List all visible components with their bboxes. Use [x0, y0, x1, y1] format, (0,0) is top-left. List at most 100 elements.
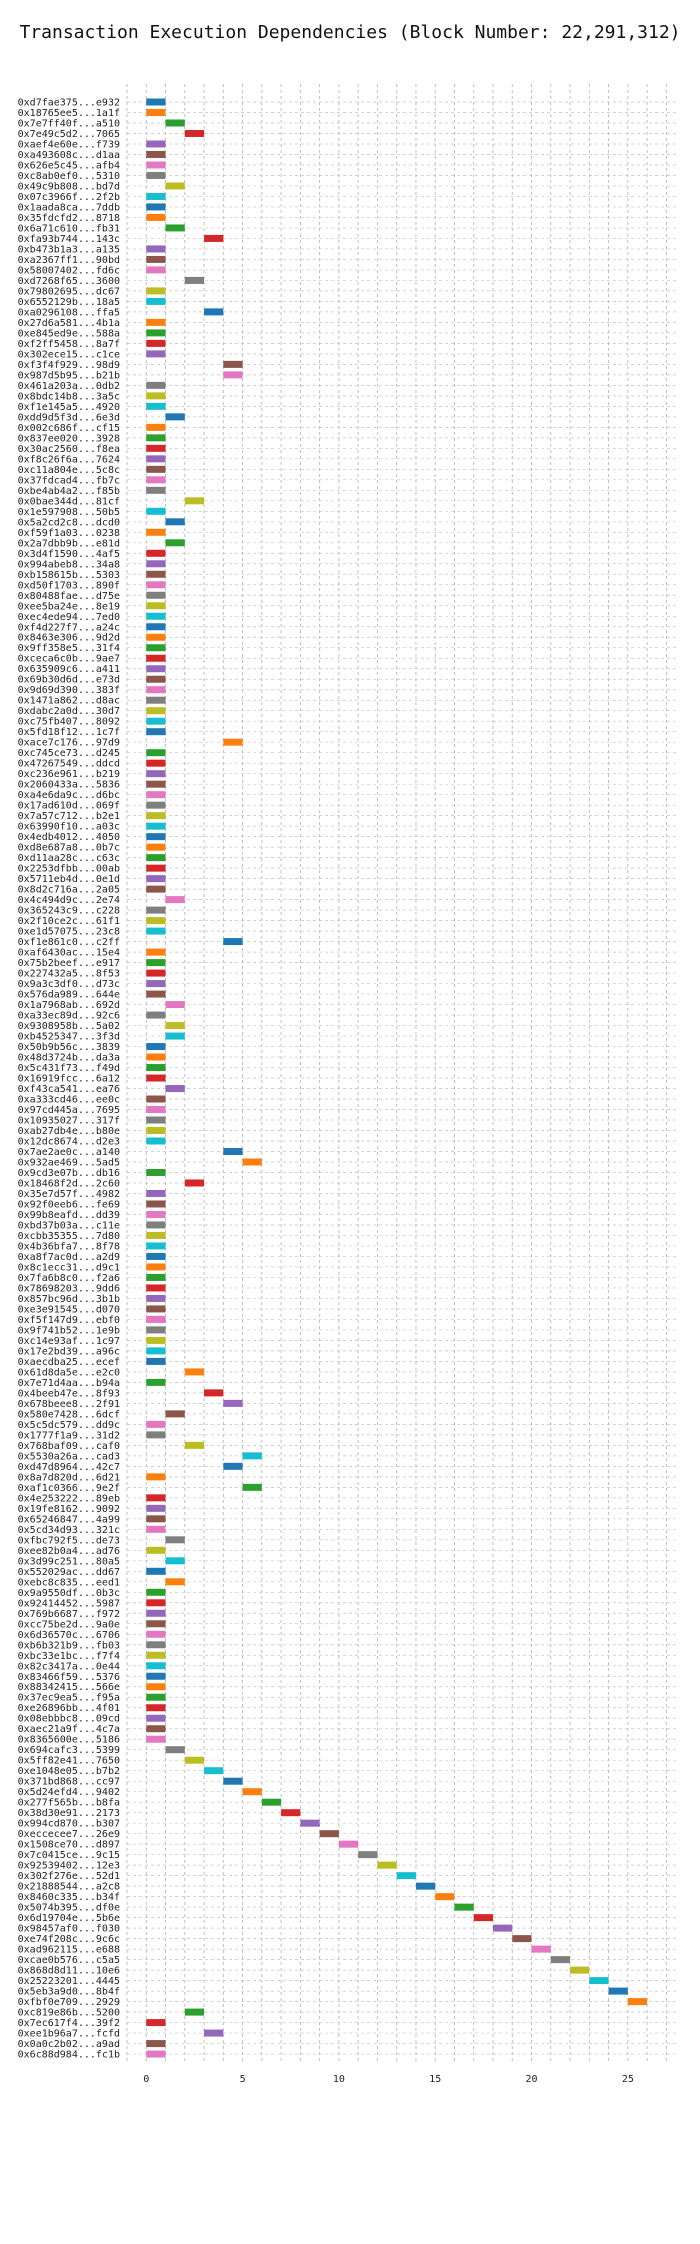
y-tick-label: 0x768baf09...caf0 [18, 1441, 120, 1452]
dependency-bar [146, 350, 166, 358]
dependency-bar [223, 1462, 243, 1470]
dependency-bar [165, 224, 185, 232]
y-tick-label: 0xc14e93af...1c97 [18, 1336, 120, 1347]
dependency-bar [146, 1567, 166, 1575]
y-tick-label: 0x1a7968ab...692d [18, 1000, 120, 1011]
dependency-bar [146, 245, 166, 253]
dependency-bar [146, 1662, 166, 1670]
dependency-bar [146, 1431, 166, 1439]
y-tick-label: 0x576da989...644e [18, 990, 120, 1001]
dependency-bar [146, 528, 166, 536]
dependency-bar [146, 1599, 166, 1607]
y-tick-label: 0x48d3724b...da3a [18, 1053, 120, 1064]
dependency-bar [146, 434, 166, 442]
y-tick-label: 0x5a2cd2c8...dcd0 [18, 517, 120, 528]
dependency-bar [146, 1609, 166, 1617]
dependency-bar [146, 917, 166, 925]
dependency-bar [146, 339, 166, 347]
grid-layer [126, 84, 676, 2065]
y-tick-label: 0xee5ba24e...8e19 [18, 601, 120, 612]
dependency-bar [223, 360, 243, 368]
dependency-bar [146, 728, 166, 736]
dependency-bar [242, 1788, 262, 1796]
dependency-bar [165, 1536, 185, 1544]
dependency-bar [146, 171, 166, 179]
y-tick-label: 0x694cafc3...5399 [18, 1745, 120, 1756]
dependency-bar [146, 255, 166, 263]
dependency-bar [184, 1179, 205, 1187]
y-tick-label: 0x63990f10...a03c [18, 822, 120, 833]
dependency-bar [146, 266, 166, 274]
y-tick-label: 0x932ae469...5ad5 [18, 1157, 120, 1168]
dependency-bar [146, 1630, 166, 1638]
y-tick-label: 0x9a9550df...0b3c [18, 1588, 120, 1599]
y-tick-label: 0xb158615b...5303 [18, 570, 120, 581]
y-tick-label: 0x7e71d4aa...b94a [18, 1378, 120, 1389]
y-tick-label: 0x35e7d57f...4982 [18, 1189, 120, 1200]
y-tick-label: 0x30ac2560...f8ea [18, 444, 120, 455]
dependency-bar [146, 948, 166, 956]
dependency-bar [165, 518, 185, 526]
dependency-bar [165, 1746, 185, 1754]
dependency-bar [146, 1336, 166, 1344]
y-tick-label: 0x5074b395...df0e [18, 1903, 120, 1914]
dependency-bar [146, 507, 166, 515]
y-tick-label: 0xd47d8964...42c7 [18, 1462, 120, 1473]
y-tick-label: 0x6a71c610...fb31 [18, 223, 120, 234]
dependency-bar [146, 2040, 166, 2048]
dependency-bar [377, 1861, 397, 1869]
y-tick-label: 0x227432a5...8f53 [18, 969, 120, 980]
y-tick-label: 0x92f0eeb6...fe69 [18, 1199, 120, 1210]
y-tick-label: 0x6d19704e...5b6e [18, 1913, 120, 1924]
dependency-bar [146, 1200, 166, 1208]
y-tick-label: 0x0bae344d...81cf [18, 496, 120, 507]
y-tick-label: 0xfbf0e709...2929 [18, 1997, 120, 2008]
dependency-bar [184, 276, 205, 284]
x-tick-label: 5 [240, 2074, 246, 2085]
dependency-bar [223, 938, 243, 946]
dependency-bar [146, 1106, 166, 1114]
dependency-bar [146, 1210, 166, 1218]
dependency-bar [531, 1945, 551, 1953]
x-tick-label: 0 [143, 2074, 149, 2085]
y-tick-label: 0xe74f208c...9c6c [18, 1934, 120, 1945]
dependency-bar [242, 1452, 262, 1460]
dependency-bar [146, 150, 166, 158]
y-tick-label: 0xd50f1703...890f [18, 580, 120, 591]
dependency-bar [146, 990, 166, 998]
dependency-bar [146, 1704, 166, 1712]
dependency-bar [146, 1347, 166, 1355]
y-tick-label: 0x9f741b52...1e9b [18, 1325, 120, 1336]
dependency-bar [146, 318, 166, 326]
y-tick-label: 0x12dc8674...d2e3 [18, 1137, 120, 1148]
y-tick-label: 0x3d99c251...80a5 [18, 1556, 120, 1567]
dependency-bar [165, 1022, 185, 1030]
dependency-bar [146, 1231, 166, 1239]
dependency-bar [146, 759, 166, 767]
y-tick-label: 0x78698203...9dd6 [18, 1283, 120, 1294]
y-tick-label: 0x18765ee5...1a1f [18, 108, 120, 119]
dependency-bar [204, 1389, 224, 1397]
dependency-bar [512, 1935, 532, 1943]
dependency-bar [146, 1294, 166, 1302]
dependency-bar [146, 1315, 166, 1323]
dependency-bar [184, 2008, 205, 2016]
y-tick-label: 0x17e2bd39...a96c [18, 1346, 120, 1357]
dependency-bar [146, 686, 166, 694]
dependency-bar [319, 1830, 339, 1838]
dependency-bar [146, 1357, 166, 1365]
y-tick-label: 0x38d30e91...2173 [18, 1808, 120, 1819]
dependency-bar [338, 1840, 359, 1848]
y-tick-label: 0x5fd18f12...1c7f [18, 727, 120, 738]
dependency-bar [204, 308, 224, 316]
y-tick-label: 0x80488fae...d75e [18, 591, 120, 602]
dependency-bar [242, 1158, 262, 1166]
dependency-bar [223, 371, 243, 379]
y-tick-label: 0x5c5dc579...dd9c [18, 1420, 120, 1431]
dependency-bar [146, 591, 166, 599]
dependency-bar [184, 1756, 205, 1764]
y-tick-label: 0x994abeb8...34a8 [18, 559, 120, 570]
y-tick-label: 0xe26896bb...4f01 [18, 1703, 120, 1714]
dependency-bar [146, 549, 166, 557]
